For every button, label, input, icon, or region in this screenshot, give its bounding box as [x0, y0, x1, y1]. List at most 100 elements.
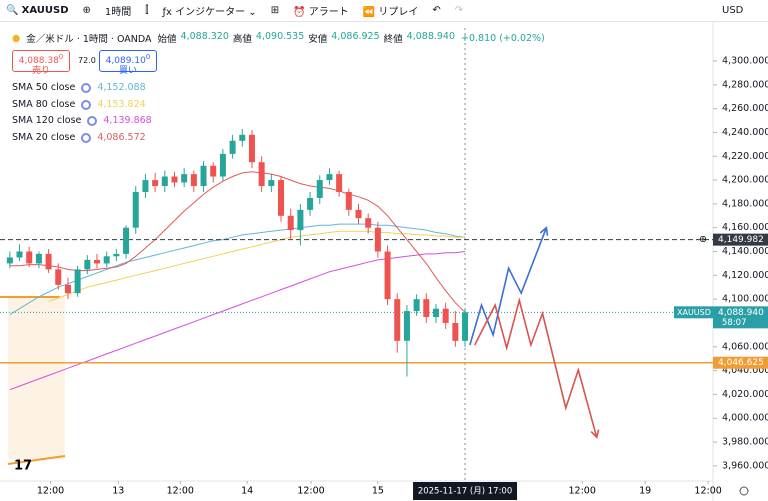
- legend-icon: [81, 83, 92, 94]
- icon: ●: [12, 32, 21, 44]
- price-label: 4,046.625: [718, 358, 764, 368]
- candle-body: [74, 269, 81, 294]
- x-tick-label: 19: [639, 486, 651, 497]
- candle-body: [268, 180, 275, 187]
- interval[interactable]: 1時間: [104, 7, 132, 18]
- candle-body: [64, 284, 71, 294]
- ohlc-label: 終値: [383, 34, 403, 45]
- buy-price: 4,089.10: [105, 56, 146, 66]
- sma-line: [9, 223, 466, 316]
- candle-body: [413, 299, 420, 312]
- candle-body: [423, 299, 430, 318]
- symbol[interactable]: 🔍 XAUUSD: [6, 5, 69, 16]
- ohlc-value: 4,090.535: [255, 31, 305, 42]
- x-tick-label: 12:00: [297, 486, 324, 497]
- legend-name: SMA 120 close: [12, 115, 82, 126]
- candle-body: [55, 269, 62, 285]
- candle-body: [181, 174, 188, 183]
- candle-body: [287, 215, 294, 231]
- settings-icon[interactable]: [739, 486, 749, 496]
- sell-button[interactable]: 4,088.380 売り: [12, 50, 70, 76]
- buy-button[interactable]: 4,089.100 買い: [99, 50, 157, 76]
- price-box: [713, 306, 768, 329]
- replay[interactable]: ⏪ リプレイ: [362, 7, 419, 18]
- currency[interactable]: USD: [722, 5, 744, 16]
- y-tick-label: 4,220.000: [722, 151, 768, 162]
- candle-body: [307, 197, 314, 210]
- position-line: [7, 455, 66, 465]
- redo[interactable]: ↷: [454, 5, 464, 16]
- candle-body: [35, 253, 42, 264]
- candle-body: [326, 174, 333, 181]
- candle-body: [384, 251, 391, 300]
- alert[interactable]: ⏰ アラート: [293, 7, 349, 18]
- ohlc: 始値 4,088.320 高値 4,090.535 安値 4,086.925 終値 4,088…: [158, 31, 456, 45]
- legend-icon: [81, 132, 92, 143]
- candle-body: [84, 259, 91, 270]
- y-tick-label: 4,180.000: [722, 198, 768, 209]
- x-tick-label: 12:00: [694, 486, 721, 497]
- undo[interactable]: ↶: [432, 5, 441, 16]
- candle-body: [336, 174, 343, 192]
- position-zone: [8, 297, 65, 459]
- buy-digit: 0: [145, 53, 151, 61]
- y-tick-label: 3,960.000: [722, 460, 768, 471]
- legend: SMA 50 close 4,152.088 SMA 80 close 4,153.8…: [12, 80, 152, 146]
- buy-label: 買い: [118, 66, 137, 76]
- legend-item: SMA 120 close 4,139.868: [12, 113, 152, 130]
- ohlc-label: 始値: [157, 34, 177, 45]
- candle-body: [355, 209, 362, 219]
- y-tick-label: 4,240.000: [722, 127, 768, 138]
- legend-icon: [81, 99, 92, 110]
- price-box: [713, 233, 768, 246]
- legend-name: SMA 20 close: [12, 131, 76, 143]
- change: +0.810 (+0.02%): [461, 32, 545, 44]
- candle-body: [142, 180, 149, 192]
- candle-body: [345, 191, 352, 210]
- add[interactable]: ⊕: [82, 5, 91, 16]
- sell-price: 4,088.38: [18, 56, 59, 66]
- candle-body: [403, 311, 410, 341]
- candle-body: [6, 257, 13, 264]
- alert-text: アラート: [308, 7, 349, 18]
- y-tick-label: 4,020.000: [722, 389, 768, 400]
- plus-icon: ⊕: [699, 234, 707, 245]
- candle-body: [171, 176, 178, 183]
- plot: [0, 28, 713, 481]
- replay-text: リプレイ: [378, 7, 419, 18]
- y-tick-label: 4,060.000: [722, 341, 768, 352]
- candle-body: [210, 165, 217, 177]
- candle-body: [94, 259, 101, 264]
- candle-body: [152, 180, 159, 187]
- layouts[interactable]: ⊞: [270, 5, 280, 16]
- legend-item: SMA 50 close 4,152.088: [12, 80, 152, 97]
- candle-body: [123, 227, 130, 254]
- chart-type[interactable]: ⫿: [145, 5, 149, 16]
- legend-value: 4,086.572: [97, 131, 146, 143]
- legend-value: 4,152.088: [97, 82, 146, 93]
- sell-digit: 0: [58, 53, 64, 61]
- header: ● 金／米ドル · 1時間 · OANDA 始値 4,088.320 高値 4,090…: [12, 31, 545, 45]
- cursor-label: 2025-11-17 (月) 17:00: [418, 487, 512, 497]
- price-label: 4,149.982: [718, 235, 764, 245]
- candle-body: [132, 191, 139, 228]
- legend-item: SMA 80 close 4,153.824: [12, 97, 152, 114]
- sell-label: 売り: [31, 66, 50, 76]
- forecast-line: [469, 227, 548, 346]
- y-tick-label: 4,280.000: [722, 79, 768, 90]
- candle-body: [316, 180, 323, 198]
- candle-body: [161, 176, 168, 187]
- candle-body: [442, 308, 449, 323]
- indicators[interactable]: ƒx インジケーター ⌄: [162, 7, 257, 18]
- candle-body: [278, 180, 285, 216]
- countdown: 58:07: [722, 318, 747, 328]
- ohlc-label: 安値: [308, 34, 328, 45]
- y-tick-label: 3,980.000: [722, 437, 768, 448]
- x-tick-label: 12:00: [167, 486, 194, 497]
- x-tick-label: 12:00: [37, 486, 64, 497]
- x-tick-label: 15: [372, 486, 384, 497]
- candle-body: [219, 153, 226, 177]
- candle-body: [462, 312, 469, 341]
- x-tick-label: 13: [112, 486, 124, 497]
